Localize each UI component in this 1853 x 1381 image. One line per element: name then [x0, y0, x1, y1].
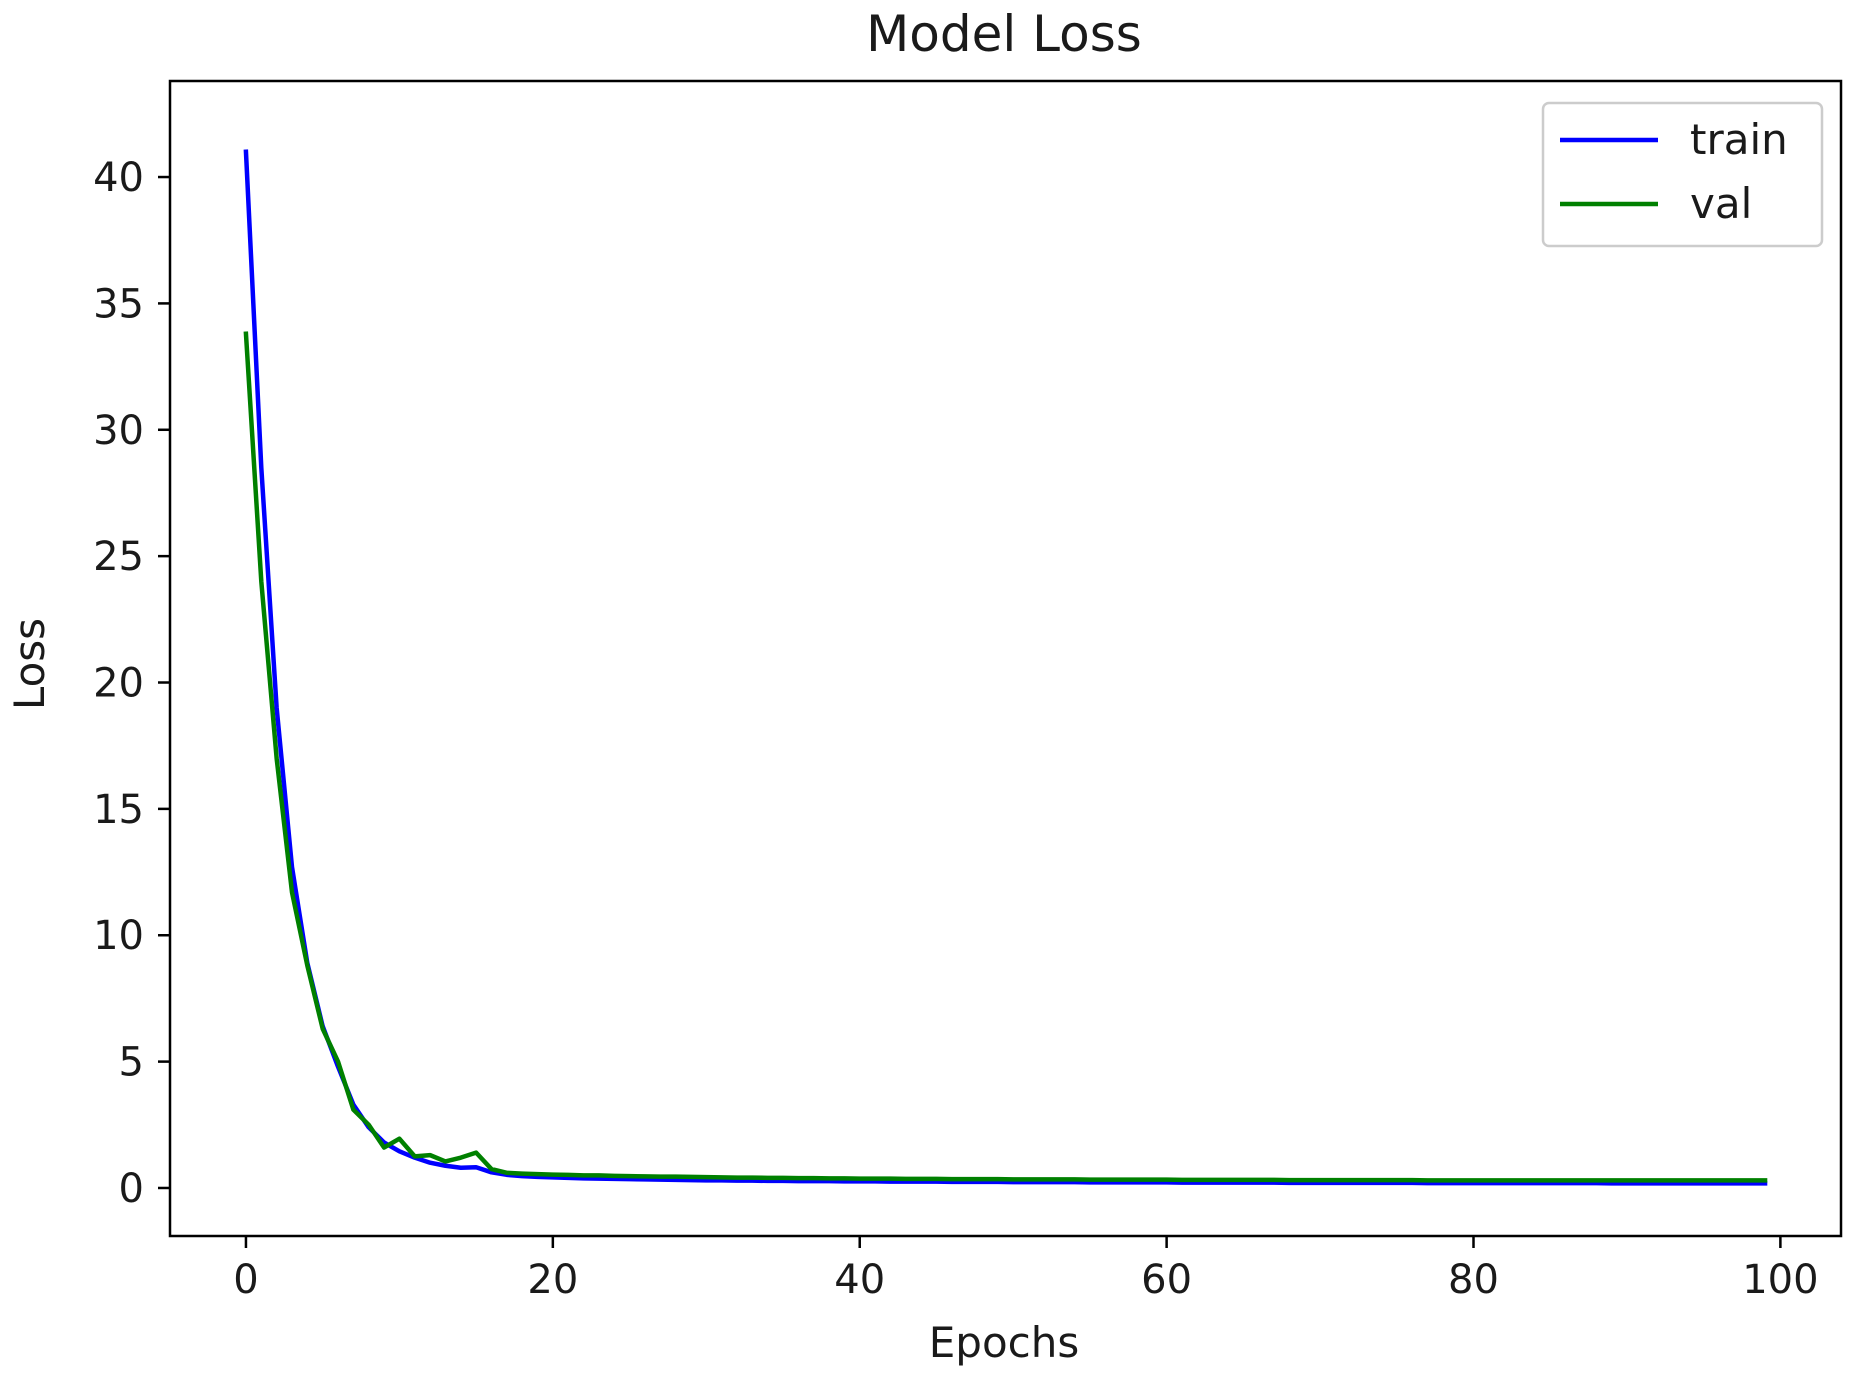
x-axis-title: Epochs	[929, 1318, 1080, 1367]
legend-label-val: val	[1690, 179, 1752, 228]
plot-area	[243, 149, 1768, 1186]
y-tick-label: 20	[93, 661, 144, 707]
legend: train val	[1541, 101, 1824, 248]
y-tick-label: 35	[93, 281, 144, 327]
x-tick-label: 20	[527, 1257, 578, 1303]
series-line-val	[243, 331, 1768, 1183]
x-tick-label: 80	[1448, 1257, 1499, 1303]
x-tick-label: 100	[1742, 1257, 1818, 1303]
y-tick-label: 10	[93, 913, 144, 959]
series-line-train	[243, 149, 1768, 1186]
y-tick-label: 15	[93, 787, 144, 833]
legend-label-train: train	[1690, 115, 1788, 164]
y-axis: 0 5 10 15 20 25 30 35 40	[93, 155, 170, 1212]
y-tick-label: 40	[93, 155, 144, 201]
x-tick-label: 40	[834, 1257, 885, 1303]
x-axis: 0 20 40 60 80 100	[233, 1236, 1819, 1303]
y-tick-label: 0	[119, 1166, 144, 1212]
y-tick-label: 30	[93, 408, 144, 454]
plot-frame	[168, 79, 1843, 1238]
chart-title: Model Loss	[866, 5, 1142, 63]
y-axis-title: Loss	[5, 618, 54, 710]
y-tick-label: 25	[93, 534, 144, 580]
x-tick-label: 60	[1141, 1257, 1192, 1303]
x-tick-label: 0	[233, 1257, 258, 1303]
y-tick-label: 5	[119, 1040, 144, 1086]
